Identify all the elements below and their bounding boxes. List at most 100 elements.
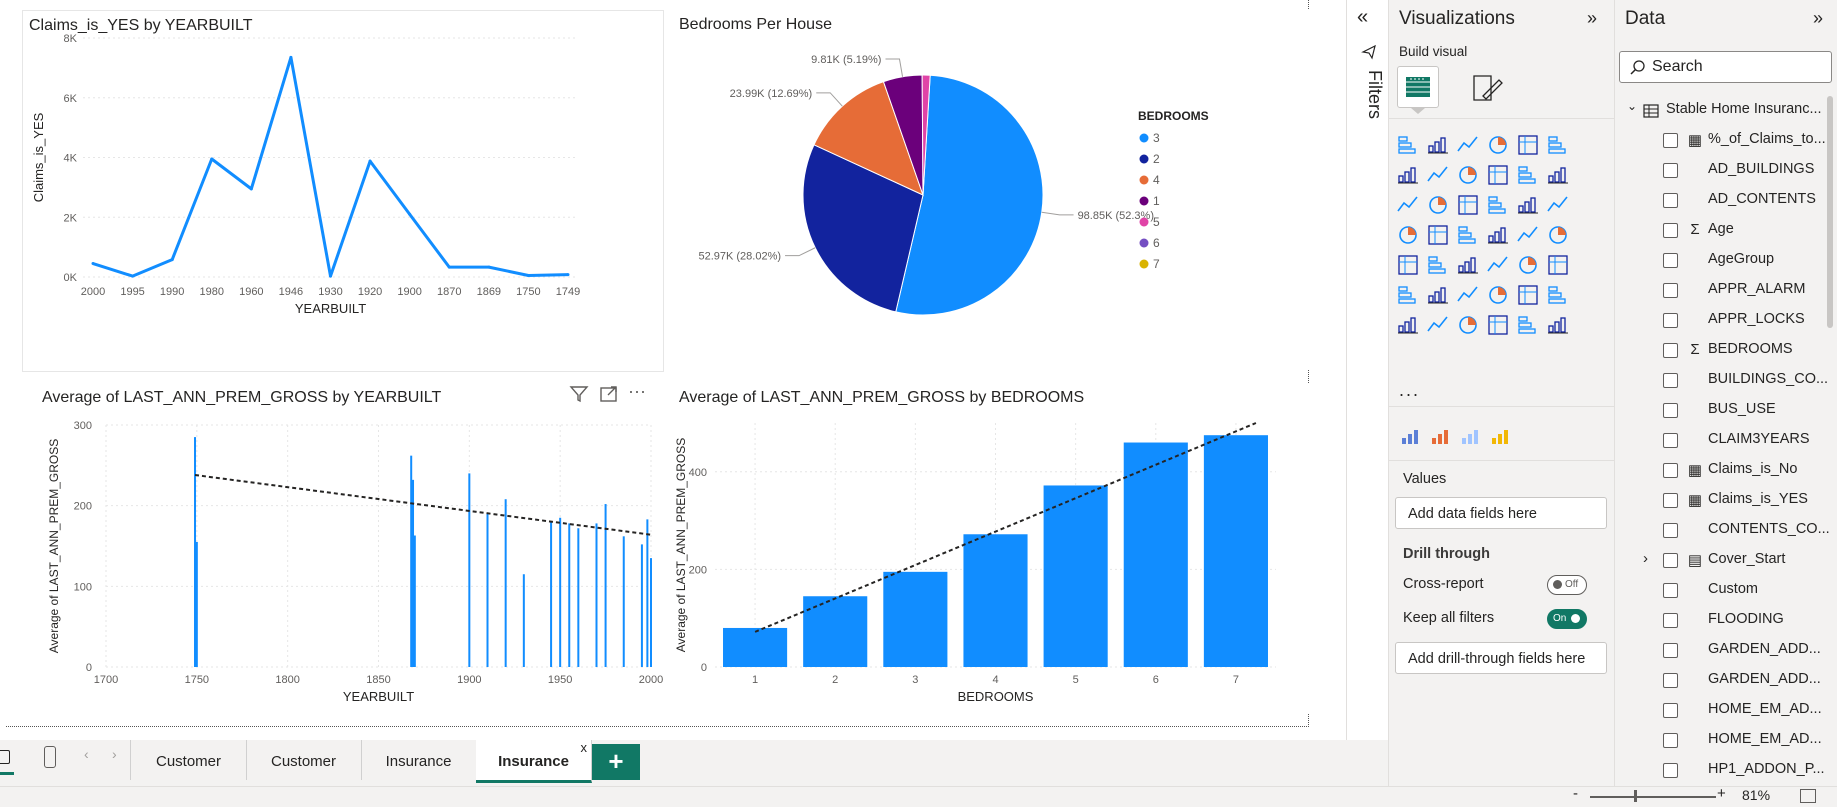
field-item[interactable]: APPR_LOCKS [1615, 306, 1837, 336]
field-checkbox[interactable] [1663, 523, 1678, 538]
custom-visual-2-icon[interactable] [1429, 424, 1453, 448]
chevron-right-icon[interactable]: › [1643, 550, 1648, 567]
close-tab-button[interactable]: x [580, 740, 588, 755]
field-item[interactable]: AgeGroup [1615, 246, 1837, 276]
custom-visual-4-icon[interactable] [1489, 424, 1513, 448]
field-item[interactable]: BUILDINGS_CO... [1615, 366, 1837, 396]
field-item[interactable]: ▦ Claims_is_YES [1615, 486, 1837, 516]
scroll-right-icon[interactable]: › [112, 746, 117, 762]
field-item[interactable]: Σ BEDROOMS [1615, 336, 1837, 366]
field-item[interactable]: APPR_ALARM [1615, 276, 1837, 306]
power-automate-icon[interactable] [1455, 312, 1481, 338]
field-item[interactable]: GARDEN_ADD... [1615, 666, 1837, 696]
field-checkbox[interactable] [1663, 343, 1678, 358]
funnel-icon[interactable] [1425, 192, 1451, 218]
field-checkbox[interactable] [1663, 583, 1678, 598]
field-checkbox[interactable] [1663, 253, 1678, 268]
key-influencers-icon[interactable] [1425, 282, 1451, 308]
add-page-button[interactable]: + [592, 744, 640, 780]
python-visual-icon[interactable] [1395, 282, 1421, 308]
page-tab-active[interactable]: Insurance x [476, 740, 592, 783]
donut-chart-icon[interactable] [1515, 192, 1541, 218]
clustered-bar-icon[interactable] [1455, 132, 1481, 158]
field-item[interactable]: HOME_EM_AD... [1615, 696, 1837, 726]
field-checkbox[interactable] [1663, 493, 1678, 508]
page-tab[interactable]: Customer [131, 740, 247, 780]
field-checkbox[interactable] [1663, 223, 1678, 238]
collapse-visualizations-icon[interactable]: » [1587, 8, 1598, 28]
stacked-bar-icon[interactable] [1395, 132, 1421, 158]
stacked-column-icon[interactable] [1425, 132, 1451, 158]
waterfall-icon[interactable] [1395, 192, 1421, 218]
collapse-data-icon[interactable]: » [1813, 8, 1824, 28]
field-item[interactable]: BUS_USE [1615, 396, 1837, 426]
ribbon-chart-icon[interactable] [1545, 162, 1571, 188]
field-checkbox[interactable] [1663, 433, 1678, 448]
bedrooms-pie-visual[interactable]: Bedrooms Per House 98.85K (52.3%) 52.97K … [673, 10, 1313, 370]
line-clustered-icon[interactable] [1515, 162, 1541, 188]
page-tab[interactable]: Customer [246, 740, 362, 780]
field-item[interactable]: ▦ %_of_Claims_to... [1615, 126, 1837, 156]
zoom-out-button[interactable]: - [1573, 785, 1578, 802]
field-item[interactable]: GARDEN_ADD... [1615, 636, 1837, 666]
field-checkbox[interactable] [1663, 703, 1678, 718]
field-item[interactable]: Custom [1615, 576, 1837, 606]
arcgis-icon[interactable] [1485, 312, 1511, 338]
field-checkbox[interactable] [1663, 733, 1678, 748]
more-options-icon[interactable]: ··· [628, 381, 646, 401]
field-checkbox[interactable] [1663, 283, 1678, 298]
field-item[interactable]: CONTENTS_CO... [1615, 516, 1837, 546]
azure-map-icon[interactable] [1485, 222, 1511, 248]
fit-to-page-icon[interactable] [1800, 789, 1816, 803]
shape-map-icon[interactable] [1455, 222, 1481, 248]
power-apps-icon[interactable] [1425, 312, 1451, 338]
decomposition-tree-icon[interactable] [1455, 282, 1481, 308]
field-checkbox[interactable] [1663, 553, 1678, 568]
custom-visual-3-icon[interactable] [1459, 424, 1483, 448]
paginated-report-icon[interactable] [1395, 312, 1421, 338]
line-chart-icon[interactable] [1395, 162, 1421, 188]
narrative-icon[interactable] [1515, 282, 1541, 308]
search-input[interactable]: Search [1619, 51, 1832, 83]
field-item[interactable]: HOME_EM_AD... [1615, 726, 1837, 756]
field-item[interactable]: FLOODING [1615, 606, 1837, 636]
gauge-icon[interactable] [1515, 222, 1541, 248]
filters-label[interactable]: Filters [1365, 70, 1385, 119]
field-item[interactable]: ▦ Claims_is_No [1615, 456, 1837, 486]
desktop-view-icon[interactable] [0, 750, 10, 764]
slicer-icon[interactable] [1455, 252, 1481, 278]
field-checkbox[interactable] [1663, 613, 1678, 628]
field-checkbox[interactable] [1663, 403, 1678, 418]
diamond-icon[interactable] [1515, 312, 1541, 338]
map-icon[interactable] [1395, 222, 1421, 248]
mobile-view-icon[interactable] [44, 746, 56, 768]
field-checkbox[interactable] [1663, 373, 1678, 388]
field-checkbox[interactable] [1663, 163, 1678, 178]
metrics-icon[interactable] [1545, 282, 1571, 308]
filter-icon[interactable] [568, 383, 590, 405]
field-item[interactable]: AD_CONTENTS [1615, 186, 1837, 216]
field-checkbox[interactable] [1663, 463, 1678, 478]
zoom-in-button[interactable]: + [1717, 785, 1726, 802]
chevron-down-icon[interactable]: ⌄ [1627, 99, 1638, 113]
values-drop-well[interactable]: Add data fields here [1395, 497, 1607, 529]
line-column-icon[interactable] [1485, 162, 1511, 188]
keep-all-filters-toggle[interactable]: On [1547, 609, 1587, 629]
card-icon[interactable] [1545, 222, 1571, 248]
area-chart-icon[interactable] [1425, 162, 1451, 188]
scatter-icon[interactable] [1455, 192, 1481, 218]
field-item[interactable]: HP1_ADDON_P... [1615, 756, 1837, 786]
field-item[interactable]: › ▤ Cover_Start [1615, 546, 1837, 576]
zoom-slider[interactable] [1590, 796, 1716, 798]
format-visual-tab[interactable] [1469, 70, 1505, 111]
prem-bedrooms-visual[interactable]: Average of LAST_ANN_PREM_GROSS by BEDROO… [673, 383, 1313, 713]
more-visuals-button[interactable]: ... [1399, 380, 1421, 400]
field-checkbox[interactable] [1663, 643, 1678, 658]
field-item[interactable]: CLAIM3YEARS [1615, 426, 1837, 456]
field-item[interactable]: AD_BUILDINGS [1615, 156, 1837, 186]
expand-filters-icon[interactable]: « [1357, 6, 1369, 28]
cross-report-toggle[interactable]: Off [1547, 575, 1587, 595]
scrollbar[interactable] [1827, 96, 1833, 328]
zoom-slider-thumb[interactable] [1634, 790, 1637, 802]
field-checkbox[interactable] [1663, 313, 1678, 328]
